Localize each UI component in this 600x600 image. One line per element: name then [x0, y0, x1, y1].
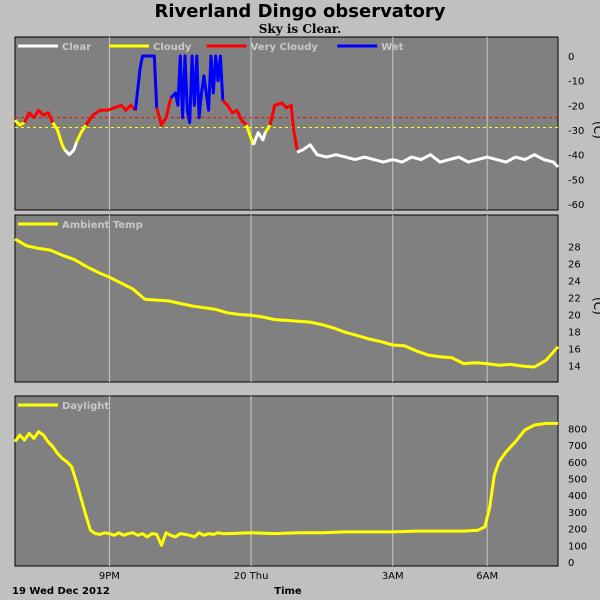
- x-tick-label: 9PM: [99, 571, 120, 582]
- y-tick-label: -10: [568, 77, 584, 88]
- series-line: [14, 237, 560, 369]
- y-tick-label: -20: [568, 101, 584, 112]
- y-tick-label: 500: [568, 474, 587, 485]
- panel-background: [14, 214, 559, 383]
- series-line: [169, 54, 225, 125]
- x-tick-label: 3AM: [382, 571, 404, 582]
- y-tick-label: -60: [568, 200, 584, 211]
- y-tick-label: 24: [568, 277, 581, 288]
- panel-background: [14, 36, 559, 211]
- y-unit-label: (C): [591, 297, 600, 315]
- y-tick-label: -40: [568, 151, 584, 162]
- legend-label: Very Cloudy: [251, 42, 319, 53]
- chart-panel-3: 800 700 600 500 400 300 200 100 0 Daylight: [13, 395, 587, 569]
- y-tick-label: 400: [568, 491, 587, 502]
- y-tick-label: 14: [568, 361, 581, 372]
- y-tick-label: 700: [568, 441, 587, 452]
- y-tick-label: -50: [568, 175, 584, 186]
- footer-date: 19 Wed Dec 2012: [12, 586, 110, 597]
- series-line: [221, 99, 248, 127]
- chart-panel-2: 28 26 24 22 20 18 16 14 (C) Ambient Temp: [14, 214, 600, 383]
- x-tick-label: 20 Thu: [234, 571, 269, 582]
- y-tick-label: 26: [568, 260, 581, 271]
- y-tick-label: 200: [568, 525, 587, 536]
- y-tick-label: 0: [568, 558, 574, 569]
- series-line: [252, 131, 267, 146]
- legend-label: Cloudy: [153, 42, 192, 53]
- legend-label: Ambient Temp: [62, 220, 143, 231]
- y-tick-label: 0: [568, 52, 574, 63]
- legend-label: Daylight: [62, 401, 109, 412]
- y-tick-label: 16: [568, 344, 581, 355]
- series-line: [268, 101, 299, 150]
- y-tick-label: 20: [568, 310, 581, 321]
- sky-status: Sky is Clear.: [258, 22, 342, 36]
- series-line: [13, 119, 26, 127]
- y-tick-label: 800: [568, 424, 587, 435]
- legend-label: Wet: [381, 42, 403, 53]
- y-tick-label: -30: [568, 126, 584, 137]
- series-line: [63, 141, 78, 157]
- panel-background: [14, 395, 559, 567]
- y-tick-label: 100: [568, 541, 587, 552]
- series-line: [133, 54, 159, 111]
- series-line: [84, 103, 137, 126]
- series-line: [264, 124, 272, 134]
- y-tick-label: 22: [568, 294, 581, 305]
- y-unit-label: (C): [591, 121, 600, 139]
- chart-title: Riverland Dingo observatory: [154, 1, 446, 22]
- series-line: [155, 97, 173, 127]
- series-line: [296, 143, 560, 169]
- x-tick-label: 6AM: [476, 571, 498, 582]
- series-line: [13, 421, 558, 547]
- x-axis-label: Time: [274, 586, 302, 597]
- series-line: [244, 124, 255, 146]
- chart-panel-1: 0 -10 -20 -30 -40 -50 -60 (C) Clear Cloudy Very Cl…: [13, 36, 600, 211]
- legend-label: Clear: [62, 42, 91, 53]
- y-tick-label: 18: [568, 327, 581, 338]
- y-tick-label: 300: [568, 508, 587, 519]
- y-tick-label: 28: [568, 243, 581, 254]
- series-line: [23, 108, 55, 124]
- series-line: [51, 121, 66, 151]
- y-tick-label: 600: [568, 458, 587, 469]
- series-line: [75, 124, 88, 143]
